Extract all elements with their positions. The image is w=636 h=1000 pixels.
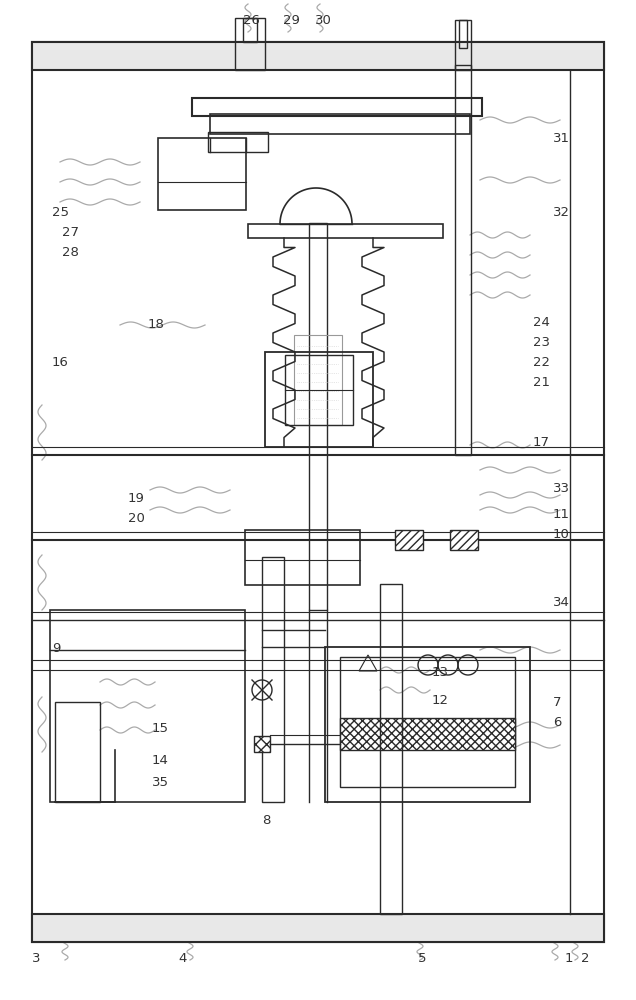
Text: 29: 29 xyxy=(283,13,300,26)
Text: 32: 32 xyxy=(553,207,570,220)
Bar xyxy=(32,42,604,70)
Text: 8: 8 xyxy=(262,814,270,826)
Text: 17: 17 xyxy=(533,436,550,450)
Bar xyxy=(235,18,265,70)
Bar xyxy=(248,224,443,238)
Text: 24: 24 xyxy=(533,316,550,330)
Text: 19: 19 xyxy=(128,491,145,504)
Text: 13: 13 xyxy=(432,666,449,678)
Text: 12: 12 xyxy=(432,694,449,706)
Text: 26: 26 xyxy=(243,13,260,26)
Bar xyxy=(285,355,353,425)
Bar xyxy=(455,65,471,455)
Bar xyxy=(262,557,284,802)
Text: 25: 25 xyxy=(52,207,69,220)
Bar xyxy=(55,702,100,802)
Text: 6: 6 xyxy=(553,716,562,728)
Text: 31: 31 xyxy=(553,131,570,144)
Text: 22: 22 xyxy=(533,357,550,369)
Text: 1: 1 xyxy=(565,952,574,964)
Bar xyxy=(450,530,478,550)
Bar xyxy=(340,657,515,787)
Text: 27: 27 xyxy=(62,227,79,239)
Bar xyxy=(158,138,246,210)
Bar xyxy=(32,42,604,942)
Text: 18: 18 xyxy=(148,318,165,332)
Bar xyxy=(340,718,515,750)
Bar xyxy=(294,335,342,425)
Bar xyxy=(395,530,423,550)
Text: 30: 30 xyxy=(315,13,332,26)
Text: 20: 20 xyxy=(128,512,145,524)
Text: 21: 21 xyxy=(533,376,550,389)
Bar xyxy=(254,736,270,752)
Bar xyxy=(50,610,245,802)
Text: 14: 14 xyxy=(152,754,169,766)
Text: 9: 9 xyxy=(52,642,60,654)
Text: 28: 28 xyxy=(62,246,79,259)
Bar xyxy=(32,914,604,942)
Bar xyxy=(208,132,268,152)
Text: 35: 35 xyxy=(152,776,169,788)
Text: 4: 4 xyxy=(178,952,186,964)
Text: 11: 11 xyxy=(553,508,570,522)
Text: 15: 15 xyxy=(152,722,169,734)
Bar xyxy=(245,530,360,585)
Text: 5: 5 xyxy=(418,952,427,964)
Text: 34: 34 xyxy=(553,596,570,609)
Text: 2: 2 xyxy=(581,952,590,964)
Text: 10: 10 xyxy=(553,528,570,542)
Bar xyxy=(192,98,482,116)
Bar xyxy=(455,20,471,70)
Bar xyxy=(243,18,257,42)
Text: 33: 33 xyxy=(553,482,570,494)
Bar xyxy=(210,114,470,134)
Bar xyxy=(309,223,327,610)
Bar xyxy=(265,352,373,447)
Bar xyxy=(325,647,530,802)
Text: 7: 7 xyxy=(553,696,562,710)
Text: 3: 3 xyxy=(32,952,41,964)
Text: 16: 16 xyxy=(52,356,69,368)
Bar xyxy=(459,20,467,48)
Bar xyxy=(380,584,402,914)
Text: 23: 23 xyxy=(533,336,550,350)
